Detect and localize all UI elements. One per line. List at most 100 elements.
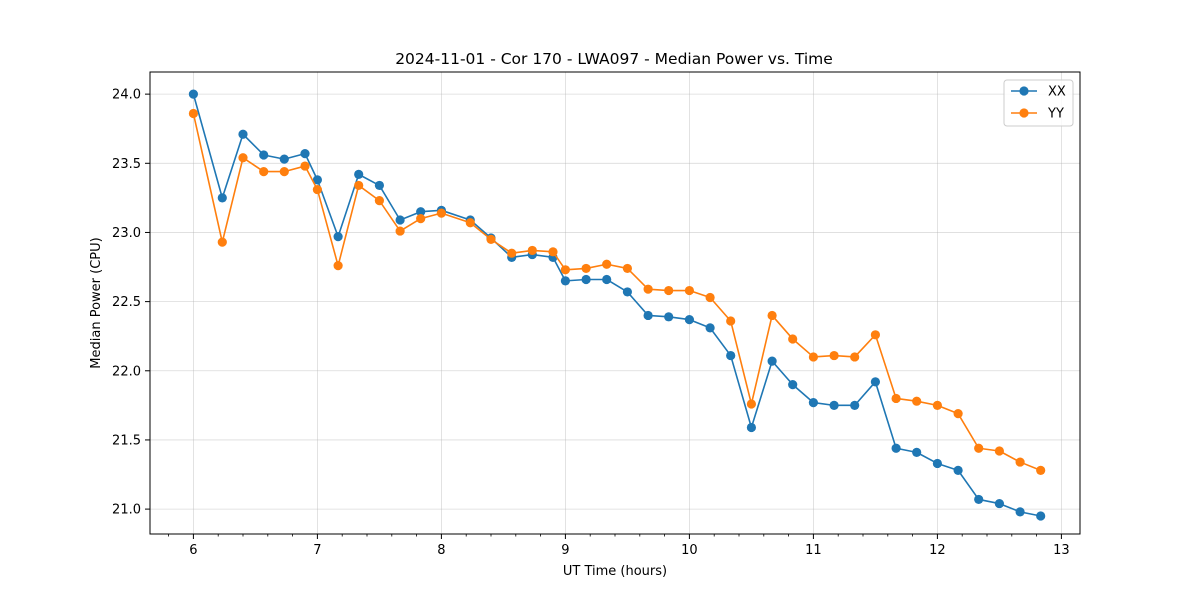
data-point-xx bbox=[279, 154, 289, 164]
y-tick-label: 21.0 bbox=[112, 503, 141, 518]
y-tick-label: 22.5 bbox=[112, 295, 141, 310]
data-point-yy bbox=[507, 248, 517, 258]
data-point-xx bbox=[994, 498, 1005, 509]
data-point-yy bbox=[829, 350, 839, 361]
legend-label-xx: XX bbox=[1048, 85, 1066, 100]
data-point-yy bbox=[548, 247, 558, 257]
data-point-yy bbox=[643, 284, 653, 294]
data-point-yy bbox=[560, 265, 571, 275]
data-point-yy bbox=[312, 184, 322, 195]
data-point-xx bbox=[788, 380, 798, 390]
y-tick-label: 24.0 bbox=[112, 88, 141, 103]
data-point-xx bbox=[581, 274, 591, 285]
legend: XX YY bbox=[1003, 79, 1074, 127]
data-point-yy bbox=[622, 263, 633, 274]
data-point-xx bbox=[238, 129, 248, 139]
data-point-yy bbox=[188, 108, 198, 119]
data-point-xx bbox=[705, 323, 715, 333]
y-axis-label: Median Power (CPU) bbox=[89, 237, 104, 368]
x-tick-label: 11 bbox=[805, 543, 822, 558]
series-yy bbox=[188, 108, 1046, 475]
data-point-xx bbox=[891, 443, 901, 453]
data-point-xx bbox=[622, 287, 633, 297]
data-point-xx bbox=[1015, 507, 1025, 517]
data-point-xx bbox=[259, 150, 269, 160]
series-line-yy bbox=[192, 113, 1041, 472]
data-point-yy bbox=[486, 234, 496, 244]
data-point-xx bbox=[217, 193, 227, 203]
data-point-yy bbox=[850, 352, 860, 362]
data-point-xx bbox=[416, 207, 426, 217]
data-point-xx bbox=[664, 312, 674, 322]
data-point-xx bbox=[726, 350, 736, 361]
x-axis-label: UT Time (hours) bbox=[563, 564, 667, 579]
data-point-xx bbox=[188, 89, 198, 99]
data-point-yy bbox=[974, 443, 984, 453]
data-point-yy bbox=[932, 400, 943, 410]
data-point-yy bbox=[465, 218, 475, 228]
legend-label-yy: YY bbox=[1047, 107, 1064, 122]
data-point-yy bbox=[1036, 465, 1046, 475]
data-point-yy bbox=[259, 166, 269, 177]
chart-title: 2024-11-01 - Cor 170 - LWA097 - Median P… bbox=[395, 50, 833, 68]
data-point-yy bbox=[354, 180, 364, 191]
data-point-yy bbox=[581, 263, 591, 274]
data-point-xx bbox=[746, 422, 757, 433]
data-point-xx bbox=[1036, 511, 1046, 521]
y-axis: 21.0 21.5 22.0 22.5 23.0 23.5 24.0 bbox=[112, 88, 150, 518]
data-point-yy bbox=[788, 334, 798, 344]
data-point-yy bbox=[333, 261, 343, 271]
x-tick-label: 13 bbox=[1053, 543, 1070, 558]
data-point-xx bbox=[870, 377, 881, 387]
data-point-yy bbox=[767, 310, 777, 321]
data-point-xx bbox=[333, 232, 343, 242]
y-tick-label: 22.0 bbox=[112, 364, 141, 379]
data-point-yy bbox=[279, 166, 289, 177]
data-point-xx bbox=[932, 458, 943, 469]
data-point-xx bbox=[354, 169, 364, 179]
data-point-yy bbox=[238, 153, 248, 163]
data-point-xx bbox=[767, 356, 777, 366]
data-point-yy bbox=[953, 409, 963, 419]
y-tick-label: 23.5 bbox=[112, 157, 141, 172]
x-tick-label: 9 bbox=[561, 543, 569, 558]
data-point-xx bbox=[300, 149, 310, 159]
x-tick-label: 10 bbox=[681, 543, 698, 558]
x-tick-label: 6 bbox=[189, 543, 197, 558]
data-point-yy bbox=[664, 285, 674, 296]
data-point-xx bbox=[374, 180, 384, 191]
data-point-xx bbox=[684, 314, 695, 325]
data-point-yy bbox=[808, 352, 819, 362]
data-point-xx bbox=[560, 276, 571, 286]
data-point-yy bbox=[870, 330, 881, 340]
legend-marker-xx bbox=[1019, 86, 1029, 96]
data-point-xx bbox=[395, 215, 405, 225]
data-point-xx bbox=[808, 397, 819, 408]
series-layer bbox=[188, 89, 1046, 521]
data-point-yy bbox=[300, 161, 310, 171]
data-point-xx bbox=[643, 310, 653, 321]
data-point-yy bbox=[726, 316, 736, 326]
data-point-xx bbox=[974, 494, 984, 505]
x-axis: 6 7 8 9 10 11 12 13 bbox=[168, 534, 1070, 558]
x-tick-label: 12 bbox=[929, 543, 946, 558]
data-point-xx bbox=[912, 447, 922, 457]
data-point-yy bbox=[416, 214, 426, 224]
legend-marker-yy bbox=[1019, 108, 1029, 118]
y-tick-label: 21.5 bbox=[112, 433, 141, 448]
data-point-yy bbox=[395, 226, 405, 236]
data-point-yy bbox=[912, 396, 922, 406]
data-point-xx bbox=[312, 175, 322, 185]
data-point-yy bbox=[527, 245, 537, 256]
data-point-yy bbox=[994, 446, 1005, 456]
y-tick-label: 23.0 bbox=[112, 226, 141, 241]
data-point-yy bbox=[684, 285, 695, 296]
data-point-yy bbox=[1015, 457, 1025, 467]
data-point-yy bbox=[217, 237, 227, 247]
grid-lines bbox=[150, 72, 1080, 534]
data-point-yy bbox=[374, 196, 384, 206]
data-point-yy bbox=[746, 399, 757, 409]
x-tick-label: 7 bbox=[313, 543, 321, 558]
data-point-yy bbox=[705, 292, 715, 303]
